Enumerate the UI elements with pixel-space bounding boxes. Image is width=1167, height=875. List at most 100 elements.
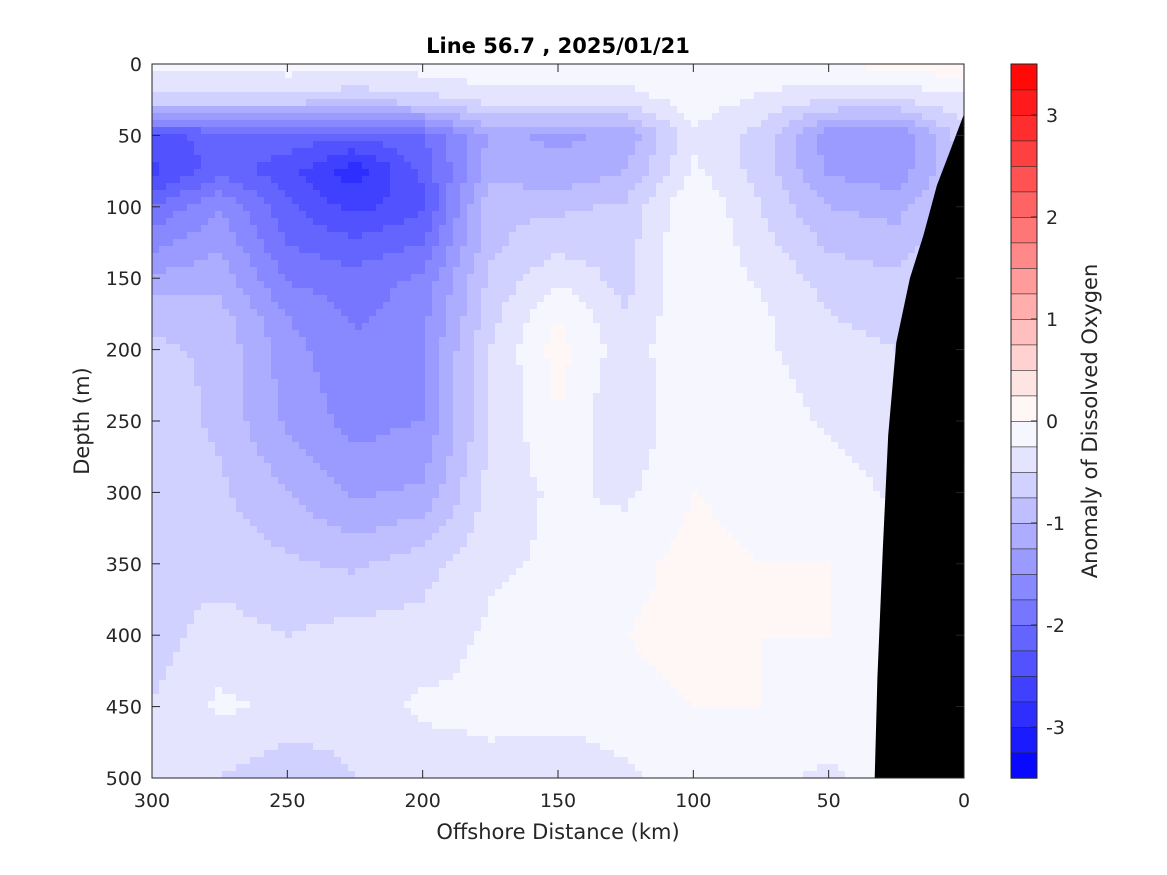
contour-cell [838,351,846,359]
contour-cell [754,337,762,345]
contour-cell [313,246,321,254]
contour-cell [201,127,209,135]
contour-cell [901,64,909,72]
contour-cell [187,225,195,233]
contour-cell [579,316,587,324]
contour-cell [173,267,181,275]
contour-cell [586,183,594,191]
contour-cell [509,120,517,128]
contour-cell [887,92,895,100]
contour-cell [817,85,825,93]
contour-cell [852,323,860,331]
contour-cell [215,85,223,93]
contour-cell [537,330,545,338]
contour-cell [810,169,818,177]
contour-cell [747,295,755,303]
contour-cell [761,218,769,226]
contour-cell [810,204,818,212]
contour-cell [292,260,300,268]
contour-cell [229,120,237,128]
contour-cell [922,134,930,142]
contour-cell [796,267,804,275]
contour-cell [516,337,524,345]
contour-cell [838,274,846,282]
contour-cell [600,358,608,366]
contour-cell [439,113,447,121]
contour-cell [565,344,573,352]
contour-cell [271,197,279,205]
contour-cell [159,71,167,79]
contour-cell [467,134,475,142]
contour-cell [656,127,664,135]
contour-cell [488,225,496,233]
contour-cell [229,141,237,149]
contour-cell [628,106,636,114]
contour-cell [383,337,391,345]
contour-cell [292,274,300,282]
contour-cell [614,162,622,170]
contour-cell [838,309,846,317]
contour-cell [747,246,755,254]
contour-cell [383,134,391,142]
contour-cell [362,295,370,303]
contour-cell [894,71,902,79]
contour-cell [516,281,524,289]
contour-cell [418,197,426,205]
contour-cell [635,155,643,163]
contour-cell [887,295,895,303]
contour-cell [495,274,503,282]
contour-cell [782,78,790,86]
contour-cell [201,260,209,268]
contour-cell [250,148,258,156]
contour-cell [635,351,643,359]
contour-cell [271,85,279,93]
contour-cell [439,162,447,170]
contour-cell [460,211,468,219]
contour-cell [341,64,349,72]
contour-cell [726,85,734,93]
contour-cell [306,204,314,212]
contour-cell [404,204,412,212]
contour-cell [474,134,482,142]
contour-cell [684,267,692,275]
contour-cell [866,260,874,268]
contour-cell [285,344,293,352]
contour-cell [530,113,538,121]
contour-cell [299,162,307,170]
contour-cell [656,204,664,212]
contour-cell [537,71,545,79]
contour-cell [586,211,594,219]
contour-cell [656,281,664,289]
contour-cell [607,239,615,247]
contour-cell [194,169,202,177]
contour-cell [551,225,559,233]
contour-cell [852,267,860,275]
contour-cell [278,232,286,240]
contour-cell [313,302,321,310]
contour-cell [663,183,671,191]
contour-cell [586,358,594,366]
contour-cell [656,358,664,366]
contour-cell [544,232,552,240]
contour-cell [901,176,909,184]
contour-cell [222,169,230,177]
contour-cell [439,64,447,72]
contour-cell [271,155,279,163]
contour-cell [474,309,482,317]
contour-cell [299,351,307,359]
contour-cell [726,246,734,254]
contour-cell [733,204,741,212]
contour-cell [558,239,566,247]
contour-cell [320,274,328,282]
contour-cell [649,190,657,198]
contour-cell [481,211,489,219]
contour-cell [677,302,685,310]
contour-cell [418,281,426,289]
contour-cell [222,92,230,100]
contour-cell [733,260,741,268]
contour-cell [712,127,720,135]
contour-cell [726,211,734,219]
contour-cell [537,197,545,205]
contour-cell [264,295,272,303]
contour-cell [677,351,685,359]
